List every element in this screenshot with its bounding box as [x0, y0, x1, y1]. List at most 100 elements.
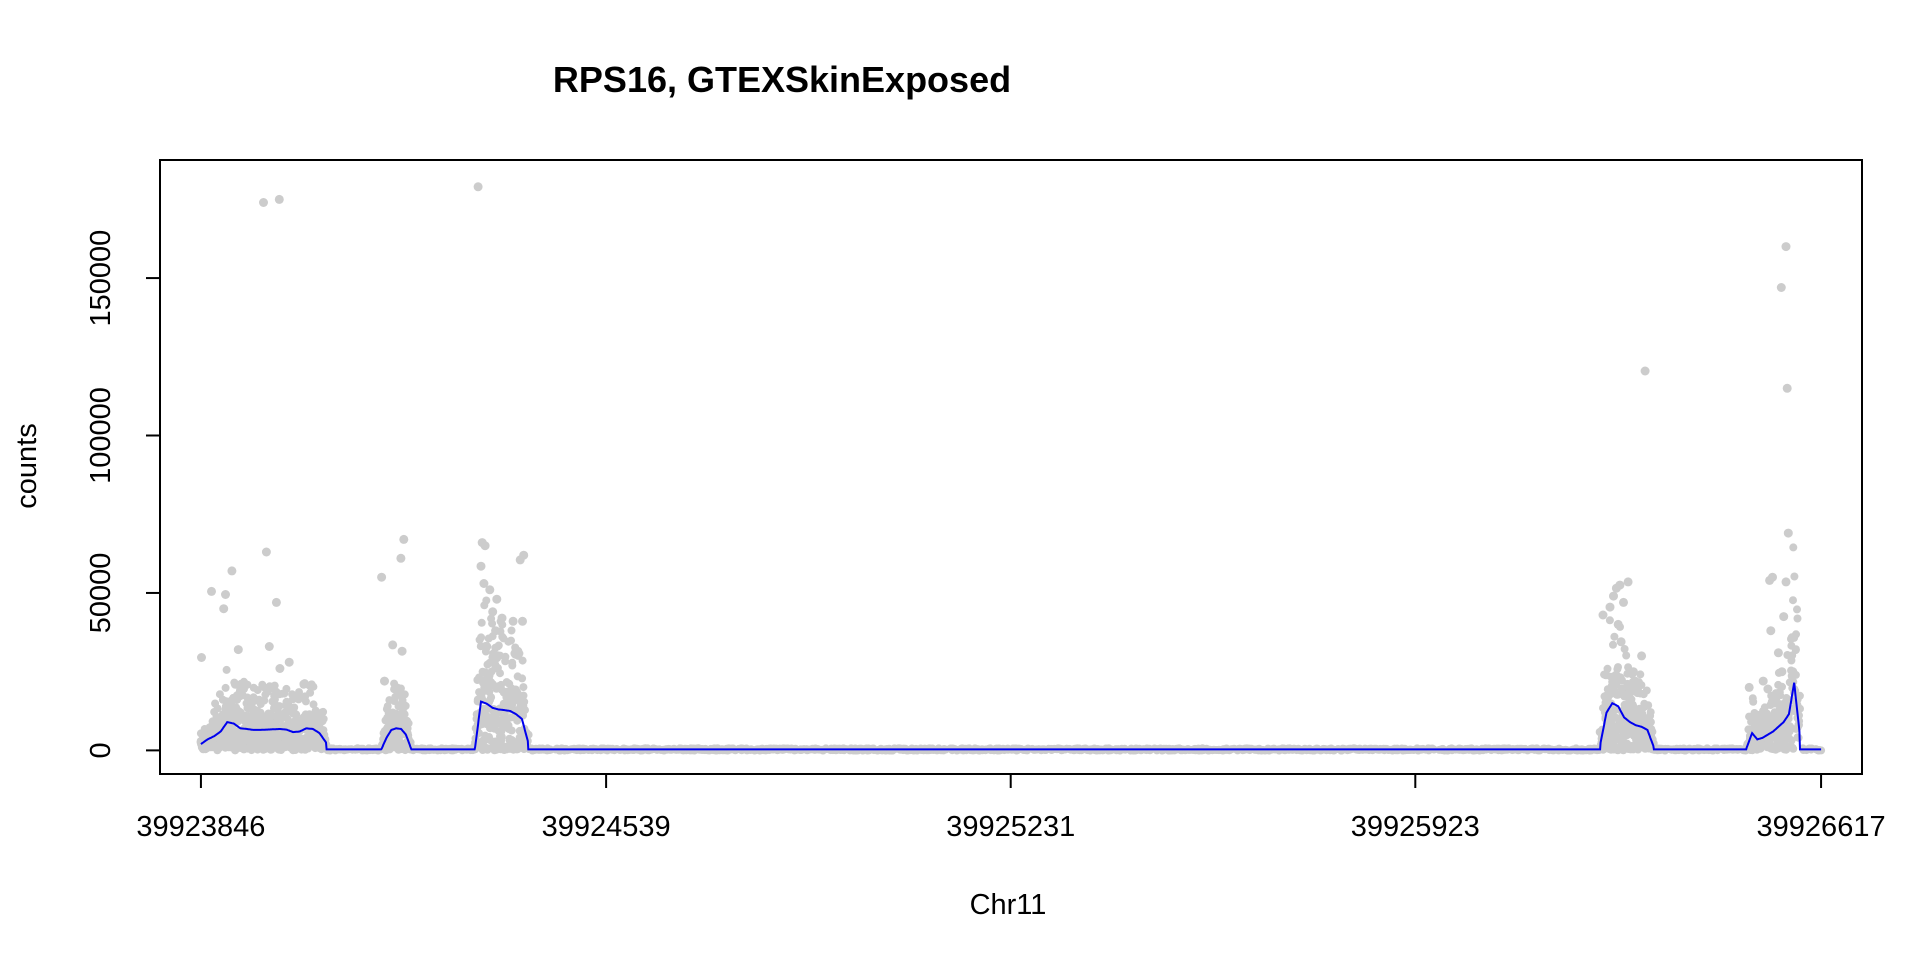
data-point	[477, 633, 486, 642]
data-point	[520, 697, 529, 706]
data-point	[519, 683, 528, 692]
data-point	[282, 684, 291, 693]
data-point	[1749, 697, 1758, 706]
data-point	[1619, 597, 1628, 607]
data-point	[519, 550, 529, 560]
x-axis: 39923846 39924539 39925231 39925923 39926617	[136, 773, 1886, 843]
x-tick-label: 39923846	[136, 811, 265, 843]
data-point	[494, 641, 503, 650]
data-point	[1605, 616, 1614, 625]
data-point	[1789, 596, 1797, 605]
data-point	[487, 693, 496, 702]
data-point	[284, 657, 294, 667]
data-point	[1781, 577, 1791, 587]
data-point	[1790, 572, 1799, 581]
data-point	[274, 194, 284, 204]
data-point	[1763, 684, 1773, 694]
x-tick-label: 39925923	[1351, 811, 1480, 843]
y-tick-label: 0	[85, 742, 117, 758]
data-point	[1614, 663, 1622, 672]
data-point	[380, 676, 389, 686]
data-point	[270, 695, 279, 704]
data-point	[275, 702, 284, 711]
data-point	[256, 708, 265, 717]
data-point	[1789, 543, 1798, 552]
data-point	[401, 701, 410, 710]
x-axis-label: Chr11	[970, 889, 1047, 921]
data-point	[1644, 701, 1653, 710]
y-tick-label: 150000	[85, 230, 117, 327]
data-point	[207, 586, 216, 596]
data-point	[230, 679, 240, 689]
data-point	[233, 645, 243, 655]
data-point	[518, 616, 527, 626]
data-point	[497, 732, 506, 741]
data-point	[1778, 682, 1786, 691]
data-point	[508, 616, 518, 626]
data-point	[1646, 708, 1655, 717]
data-point	[508, 661, 517, 670]
data-point	[491, 626, 501, 636]
data-point	[213, 704, 222, 713]
data-point	[292, 710, 301, 719]
data-point	[260, 696, 269, 705]
data-point	[1613, 619, 1623, 629]
data-point	[253, 686, 262, 695]
data-point	[1766, 626, 1776, 636]
data-point	[319, 714, 328, 723]
data-point	[1793, 605, 1801, 614]
data-point	[1615, 580, 1625, 590]
data-point	[221, 683, 230, 692]
data-point	[1744, 682, 1754, 692]
data-point	[1776, 283, 1786, 292]
data-point	[1616, 637, 1626, 647]
data-point	[197, 653, 206, 662]
data-point	[1622, 651, 1631, 660]
data-point	[221, 590, 230, 599]
data-point	[498, 620, 507, 629]
data-point	[1628, 667, 1638, 677]
data-point	[227, 566, 237, 576]
data-point	[388, 640, 398, 650]
data-point	[492, 594, 502, 604]
data-point	[1601, 670, 1611, 680]
data-point	[1791, 645, 1800, 654]
data-point	[400, 690, 409, 699]
data-point	[395, 690, 404, 699]
data-point	[507, 726, 516, 735]
data-point	[1609, 640, 1617, 649]
data-point	[1605, 602, 1615, 612]
data-point	[507, 626, 516, 635]
data-point	[319, 707, 328, 716]
data-point	[377, 572, 387, 582]
data-point	[1610, 632, 1619, 641]
data-point	[477, 618, 486, 627]
data-point	[396, 684, 405, 693]
data-point	[222, 665, 231, 674]
data-point	[261, 547, 271, 557]
chart-title: RPS16, GTEXSkinExposed	[553, 59, 1011, 100]
data-point	[306, 688, 315, 697]
data-point	[383, 702, 392, 711]
data-point	[521, 706, 529, 715]
data-point	[219, 604, 229, 614]
data-point	[1779, 612, 1789, 622]
data-point	[1640, 366, 1650, 376]
data-point	[1609, 591, 1618, 601]
y-axis-label: counts	[11, 423, 43, 508]
data-point	[1623, 577, 1633, 587]
data-point	[1777, 667, 1787, 677]
data-point	[396, 553, 406, 563]
data-point	[1791, 670, 1800, 679]
data-point	[1789, 744, 1798, 753]
y-tick-label: 100000	[85, 387, 117, 484]
y-axis: 0 50000 100000 150000	[85, 230, 161, 758]
smooth-line	[200, 682, 1822, 751]
data-point	[1758, 676, 1768, 686]
data-point	[264, 642, 274, 651]
data-point	[480, 541, 490, 551]
data-point	[1768, 572, 1777, 582]
data-point	[275, 664, 285, 673]
data-point	[1787, 656, 1796, 665]
data-points	[196, 182, 1826, 755]
